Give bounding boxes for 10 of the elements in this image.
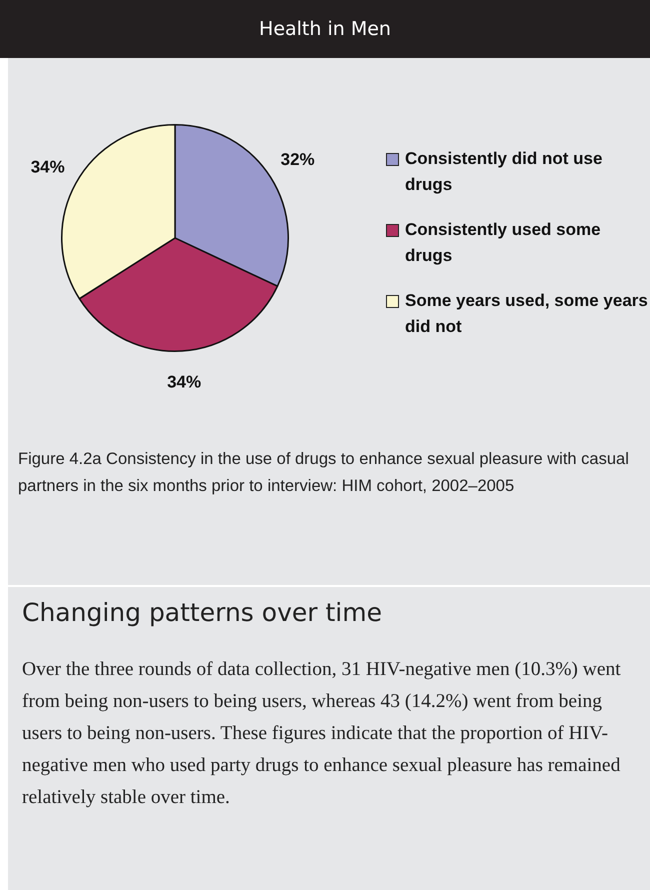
text: Changing patterns over time: [22, 598, 382, 627]
caption: Figure 4.2a Consistency in the use of drugs to enhance sexual pleasure with casual partners in the six months prior to interview: HIM cohort, 2002–2005: [18, 449, 630, 497]
data-label: 34%: [30, 158, 65, 177]
text: Over the three rounds of data collection, 31 HIV-negative men (10.3%) went from being non-users to being users, whereas 43 (14.2%) went from being users to being non-users. These figures indicate that the proportion of HIV-negative men who used party drugs to enhance sexual pleasure has remained relatively stable over time.: [22, 658, 622, 810]
chart-title: Health in Men: [0, 0, 650, 58]
legend-label: Consistently did not use drugs: [405, 148, 604, 196]
legend-label: Some years used, some years did not: [405, 290, 648, 338]
data-label: 32%: [280, 150, 315, 169]
legend-label: Consistently used some drugs: [405, 219, 602, 267]
data-label: 34%: [167, 372, 202, 392]
